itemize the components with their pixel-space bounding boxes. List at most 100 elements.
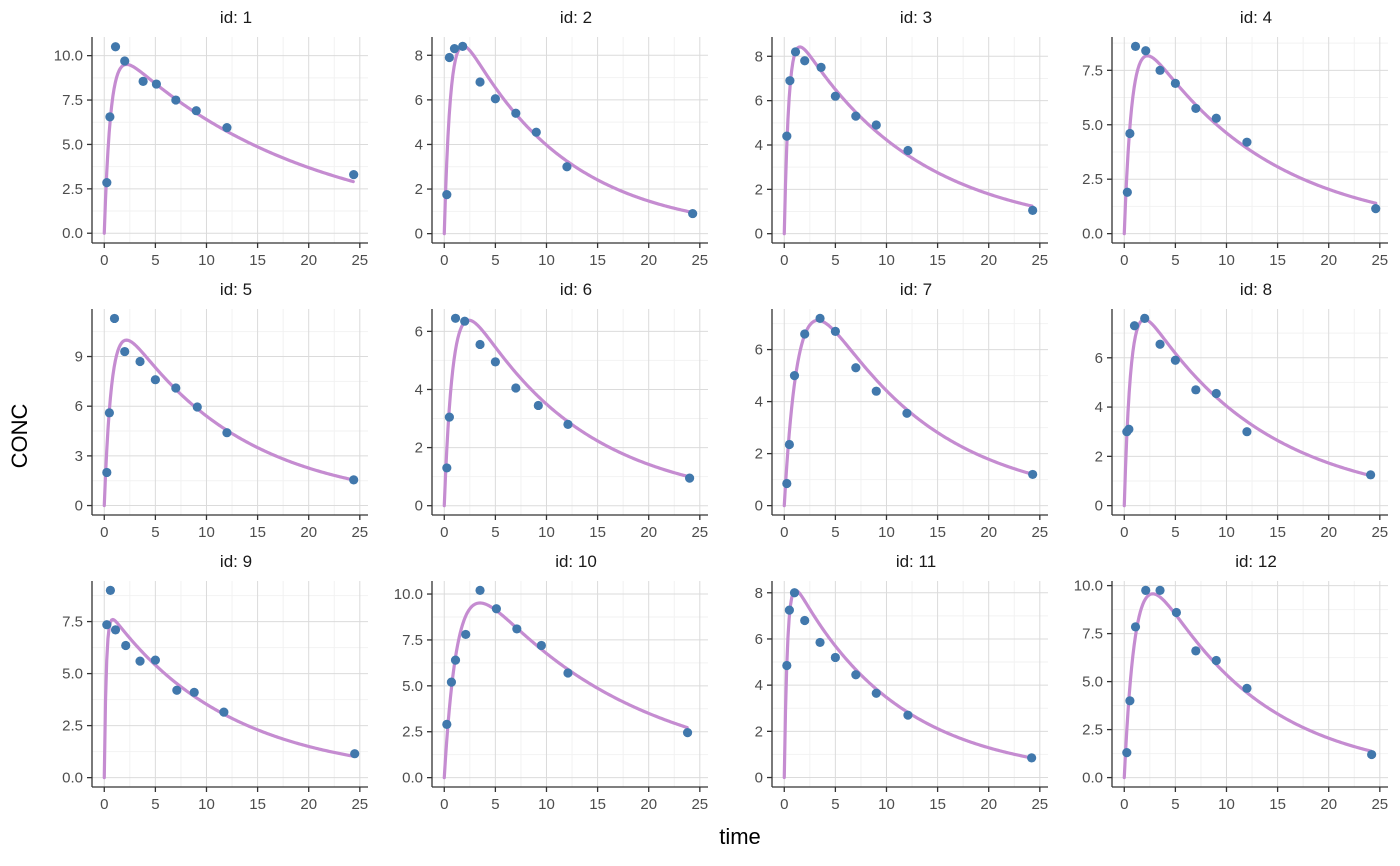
data-point (800, 56, 810, 66)
y-tick-label: 4 (415, 136, 423, 153)
data-point (1140, 313, 1150, 323)
facet-title: id: 4 (1239, 8, 1273, 27)
data-point (1170, 355, 1180, 365)
data-point (1155, 65, 1165, 75)
y-tick-label: 7.5 (402, 632, 423, 649)
data-point (1141, 46, 1151, 56)
x-tick-label: 15 (249, 524, 266, 541)
data-point (475, 339, 485, 350)
y-tick-label: 2.5 (62, 718, 83, 735)
x-tick-label: 5 (491, 796, 499, 813)
data-point (815, 637, 825, 648)
data-point (1191, 103, 1201, 114)
y-tick-label: 7.5 (62, 92, 83, 109)
x-tick-label: 20 (640, 524, 657, 541)
x-tick-label: 10 (198, 796, 215, 813)
data-point (1027, 753, 1037, 763)
data-point (110, 625, 121, 635)
y-tick-label: 8 (755, 48, 763, 65)
data-point (222, 122, 232, 133)
y-tick-label: 2.5 (1082, 722, 1103, 739)
data-point (815, 313, 825, 323)
y-tick-label: 0.0 (402, 770, 423, 787)
x-tick-label: 25 (691, 252, 708, 269)
x-tick-label: 20 (1320, 524, 1337, 541)
x-tick-label: 15 (1269, 252, 1286, 269)
data-point (1242, 427, 1252, 437)
data-point (682, 728, 693, 738)
data-point (490, 357, 500, 367)
y-tick-label: 5.0 (1082, 674, 1103, 691)
x-tick-label: 0 (780, 252, 788, 269)
x-tick-label: 10 (878, 796, 895, 813)
data-point (830, 91, 840, 101)
data-point (1130, 41, 1141, 51)
y-tick-label: 7.5 (1082, 62, 1103, 79)
x-tick-label: 25 (351, 252, 368, 269)
data-point (171, 383, 181, 393)
data-point (460, 316, 470, 326)
x-tick-label: 20 (300, 796, 317, 813)
facet-title: id: 10 (555, 552, 597, 571)
data-point (511, 108, 521, 118)
x-tick-label: 0 (440, 524, 448, 541)
y-tick-label: 4 (1095, 399, 1103, 416)
x-tick-label: 15 (929, 796, 946, 813)
y-tick-label: 0 (755, 498, 763, 515)
data-point (851, 670, 861, 680)
data-point (1155, 585, 1165, 596)
scatter-plot: 0.0 2.5 5.0 7.5 10.0 0 5 10 15 20 25 (54, 37, 368, 269)
data-point (563, 419, 573, 429)
facet-title: id: 7 (899, 280, 933, 299)
data-point (563, 668, 573, 678)
x-tick-label: 0 (1120, 252, 1128, 269)
data-point (688, 208, 698, 219)
x-tick-label: 10 (538, 252, 555, 269)
y-tick-label: 2 (1095, 448, 1103, 465)
x-tick-label: 10 (878, 252, 895, 269)
data-point (444, 52, 454, 63)
data-point (784, 605, 794, 615)
y-tick-label: 10.0 (394, 586, 423, 603)
y-axis-title: CONC (7, 403, 32, 469)
y-tick-label: 0.0 (1082, 226, 1103, 243)
x-tick-label: 5 (831, 524, 839, 541)
data-point (562, 162, 572, 172)
y-tick-label: 8 (755, 585, 763, 602)
y-tick-label: 6 (1095, 350, 1103, 367)
data-point (789, 588, 800, 598)
y-tick-label: 0 (75, 498, 83, 515)
y-tick-label: 4 (415, 381, 423, 398)
y-tick-label: 0.0 (62, 770, 83, 787)
x-axis-title: time (719, 824, 761, 849)
data-point (490, 94, 500, 104)
facet-title: id: 12 (1235, 552, 1277, 571)
fit-curve (782, 45, 1034, 236)
data-point (219, 707, 229, 717)
data-point (475, 77, 485, 87)
x-tick-label: 10 (198, 252, 215, 269)
data-point (192, 402, 202, 412)
x-tick-label: 10 (1218, 252, 1235, 269)
data-point (903, 710, 913, 720)
fit-curve (782, 588, 1033, 780)
x-tick-label: 10 (538, 796, 555, 813)
data-point (222, 428, 232, 438)
y-tick-label: 5.0 (402, 678, 423, 695)
data-point (102, 467, 112, 478)
data-point (1028, 205, 1038, 215)
data-point (191, 106, 201, 116)
x-tick-label: 10 (198, 524, 215, 541)
y-tick-label: 6 (75, 398, 83, 415)
x-tick-label: 0 (440, 252, 448, 269)
data-point (790, 47, 801, 57)
data-point (1211, 655, 1221, 666)
x-tick-label: 20 (980, 796, 997, 813)
y-tick-label: 5.0 (62, 666, 83, 683)
y-tick-label: 8 (415, 47, 423, 64)
x-tick-label: 25 (1371, 524, 1388, 541)
x-tick-label: 20 (980, 524, 997, 541)
y-tick-label: 0 (1095, 498, 1103, 515)
scatter-plot: 0 2 4 6 8 0 5 10 15 20 25 (415, 37, 708, 269)
scatter-plot: 0.0 2.5 5.0 7.5 0 5 10 15 20 25 (62, 581, 368, 813)
